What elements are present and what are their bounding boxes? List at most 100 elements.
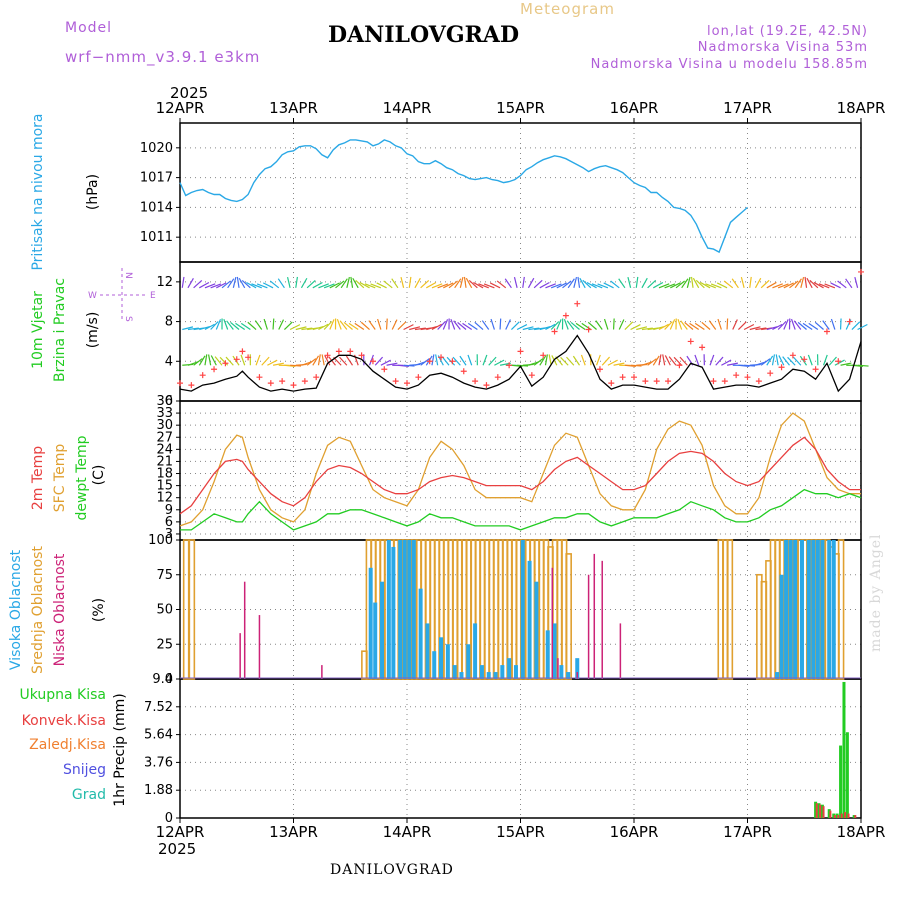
wind-barb [443, 282, 454, 289]
wind-barb [760, 358, 771, 366]
cloud-mid-bar [542, 539, 550, 680]
wind-barb [522, 326, 534, 331]
wind-barb [376, 282, 387, 289]
wind-barb [545, 283, 556, 289]
cloud-mid-bar [388, 539, 395, 680]
time-label-bottom: 18APR [837, 823, 886, 841]
cloud-title-2: Srednja Oblacnost [30, 546, 46, 674]
wind-barb [516, 324, 528, 331]
panel-frame [179, 539, 862, 680]
wind-barb [210, 283, 222, 289]
cloud-high-bar [479, 665, 484, 679]
wind-barb [522, 363, 534, 366]
gust-marker [279, 378, 286, 385]
wind-barb [539, 281, 550, 289]
wind-barb [397, 364, 409, 367]
wind-barb [323, 321, 333, 330]
dewpoint-line [180, 488, 862, 531]
cloud-mid-bar [188, 539, 196, 680]
wind-barb [797, 321, 807, 330]
cloud-high-bar [815, 540, 820, 679]
y-tick-label: 3.76 [144, 755, 173, 770]
dewpoint-label: dewpt Temp [74, 435, 90, 520]
wind-barb [624, 364, 636, 367]
wind-barb [563, 318, 569, 330]
wind-barb [414, 361, 426, 366]
wind-barb [182, 363, 194, 366]
precip-unit-text: 1hr Precip (mm) [112, 693, 128, 806]
wind-barb [580, 354, 586, 366]
gust-marker [415, 374, 422, 381]
wind-barb [658, 323, 669, 331]
wind-barb [312, 326, 324, 331]
wind-barb [562, 280, 572, 289]
wind-barb [527, 277, 535, 289]
cloud-low-bar [576, 672, 578, 679]
wind-barb [771, 354, 776, 366]
cloud-mid-bar [411, 539, 418, 680]
wind-barb [409, 363, 421, 366]
wind-barb [467, 354, 473, 366]
wind-barb [336, 318, 342, 330]
precip-total-bar [814, 801, 818, 818]
wind-barb [391, 319, 398, 330]
wind-barb [647, 358, 657, 366]
wind-barb [478, 283, 489, 289]
gust-marker [744, 374, 751, 381]
wind-barb [813, 281, 824, 289]
y-tick-label: 1020 [140, 141, 173, 156]
wind-barb [307, 327, 319, 331]
time-label-top: 12APR [156, 99, 205, 117]
wind-barb [533, 279, 543, 289]
wind-barb [630, 324, 641, 331]
cloud-mid-bar [470, 539, 477, 680]
wind-barb [818, 283, 830, 289]
wind-barb [360, 321, 370, 330]
y-tick-label: 4 [165, 354, 173, 369]
cloud-high-bar [575, 658, 580, 679]
wind-barb [517, 364, 529, 367]
wind-barb [350, 276, 354, 288]
wind-barb [686, 276, 691, 288]
cloud-mid-bar [506, 539, 513, 680]
cloud-low-bar [551, 567, 554, 679]
y-tick-label: 3 [165, 527, 173, 542]
bottom-title: DANILOVGRAD [330, 862, 454, 878]
cloud-mid-bar [565, 553, 572, 680]
gust-marker [392, 378, 399, 385]
y-tick-label: 12 [156, 491, 173, 506]
gust-marker [801, 356, 808, 363]
wind-barb [181, 276, 185, 288]
wind-barb [255, 354, 261, 366]
wind-barb [794, 278, 802, 289]
wind-barb [766, 281, 777, 289]
wind-barb [579, 277, 586, 289]
temp-title-3: dewpt Temp [74, 435, 90, 520]
wind-barb [668, 356, 677, 366]
precip-conv-bar [854, 815, 857, 818]
gust-marker [358, 352, 365, 359]
cloud-mid-bar [519, 539, 527, 680]
wind-barb [435, 354, 439, 366]
wind-barb [300, 277, 308, 289]
gust-marker [733, 372, 740, 379]
gust-marker [460, 368, 467, 375]
cloud-high-bar [811, 540, 816, 679]
gust-marker [642, 378, 649, 385]
cloud-mid-bar [401, 539, 409, 680]
wind-barb [345, 355, 354, 366]
cloud-mid-bar [488, 539, 495, 680]
wind-barb [284, 364, 296, 367]
cloud-low-bar [258, 615, 261, 679]
wind-barb [333, 356, 342, 366]
wind-barb [828, 356, 837, 366]
wind-title-1: 10m Vjetar [30, 291, 46, 369]
y-tick-label: 6 [165, 515, 173, 530]
cloud-high-bar [425, 623, 430, 679]
y-tick-label: 36 [156, 394, 173, 409]
wind-barb [473, 281, 484, 289]
wind-barb [236, 276, 240, 288]
wind-barb [694, 354, 700, 366]
precip-conv-bar [837, 815, 840, 818]
gust-marker [721, 378, 728, 385]
